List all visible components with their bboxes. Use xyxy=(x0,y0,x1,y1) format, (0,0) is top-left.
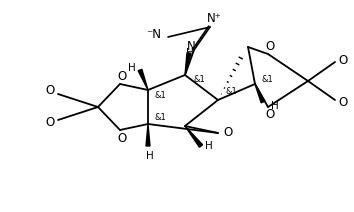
Text: H: H xyxy=(128,63,136,73)
Polygon shape xyxy=(255,84,265,103)
Text: O: O xyxy=(338,95,348,109)
Text: O: O xyxy=(338,53,348,67)
Text: H: H xyxy=(146,151,154,161)
Text: &1: &1 xyxy=(193,75,205,85)
Polygon shape xyxy=(185,126,202,147)
Polygon shape xyxy=(185,53,191,75)
Text: O: O xyxy=(45,117,55,130)
Text: N⁺: N⁺ xyxy=(207,13,222,25)
Text: O: O xyxy=(266,109,275,121)
Text: ⁻N: ⁻N xyxy=(147,28,161,40)
Text: &1: &1 xyxy=(154,113,166,123)
Text: &1: &1 xyxy=(261,74,273,84)
Text: O: O xyxy=(118,131,127,145)
Text: &1: &1 xyxy=(154,92,166,100)
Text: O: O xyxy=(118,70,127,82)
Text: &1: &1 xyxy=(225,88,237,96)
Text: O: O xyxy=(266,39,275,53)
Polygon shape xyxy=(146,124,150,146)
Text: O: O xyxy=(223,127,233,139)
Text: H: H xyxy=(271,101,279,111)
Text: O: O xyxy=(45,85,55,98)
Text: H: H xyxy=(205,141,213,151)
Text: N: N xyxy=(187,39,195,53)
Polygon shape xyxy=(138,69,148,90)
Text: H: H xyxy=(186,48,194,58)
